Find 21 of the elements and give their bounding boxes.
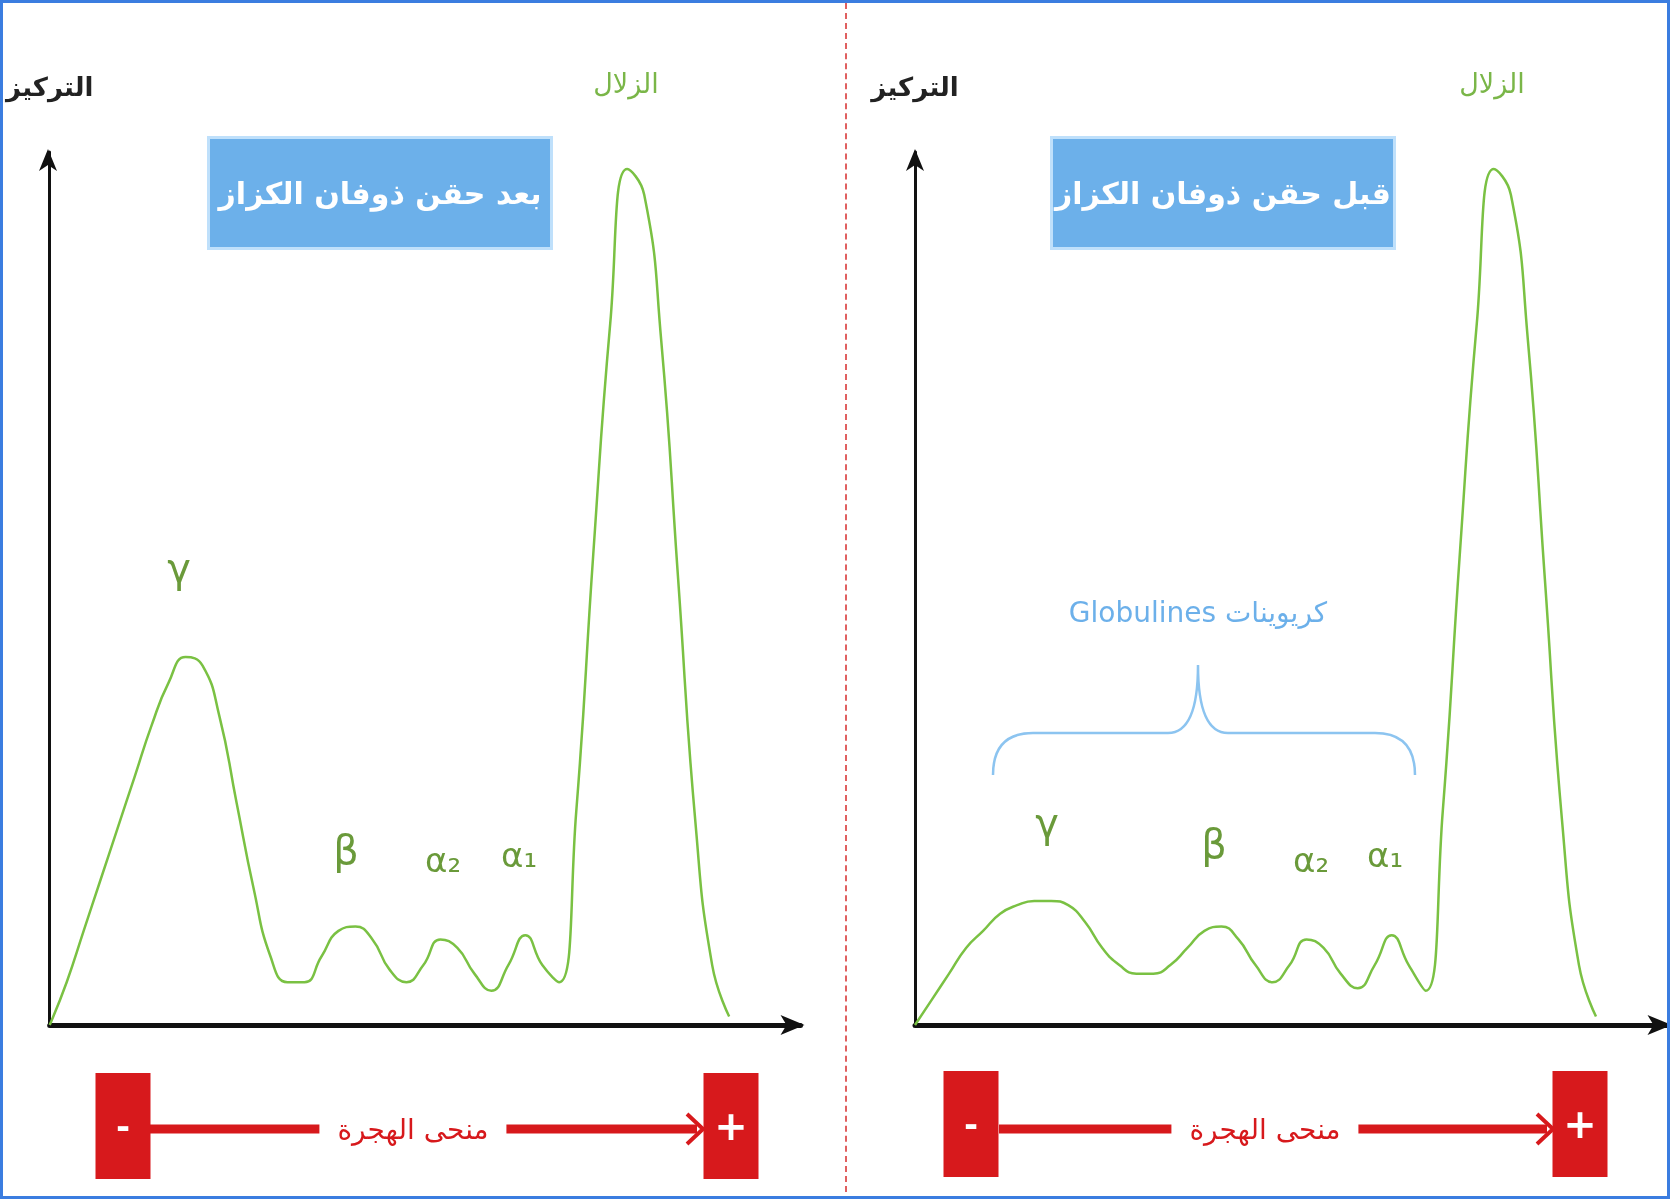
annotation: γ — [167, 545, 191, 591]
text: منحى الهجرة — [319, 1112, 507, 1146]
annotation: α₂ — [1292, 840, 1330, 880]
text: - — [95, 1073, 151, 1179]
annotation: γ — [1035, 800, 1059, 846]
text: منحى الهجرة — [1171, 1112, 1359, 1146]
annotation: α₁ — [1366, 835, 1404, 875]
text: + — [1552, 1071, 1608, 1177]
chart-title: قبل حقن ذوفان الكزاز — [1055, 175, 1391, 211]
chart-title: بعد حقن ذوفان الكزاز — [218, 175, 542, 211]
text: + — [703, 1073, 759, 1179]
text: الزلال — [1459, 67, 1525, 99]
text: - — [943, 1071, 999, 1177]
text: الزلال — [593, 67, 659, 99]
annotation: α₂ — [424, 840, 462, 880]
annotation: كريوينات Globulines — [1068, 595, 1328, 629]
y-axis-title: التركيز — [4, 72, 94, 103]
annotation: α₁ — [500, 835, 538, 875]
annotation: β — [1201, 821, 1227, 867]
y-axis-title: التركيز — [869, 72, 959, 103]
annotation: β — [333, 827, 359, 873]
